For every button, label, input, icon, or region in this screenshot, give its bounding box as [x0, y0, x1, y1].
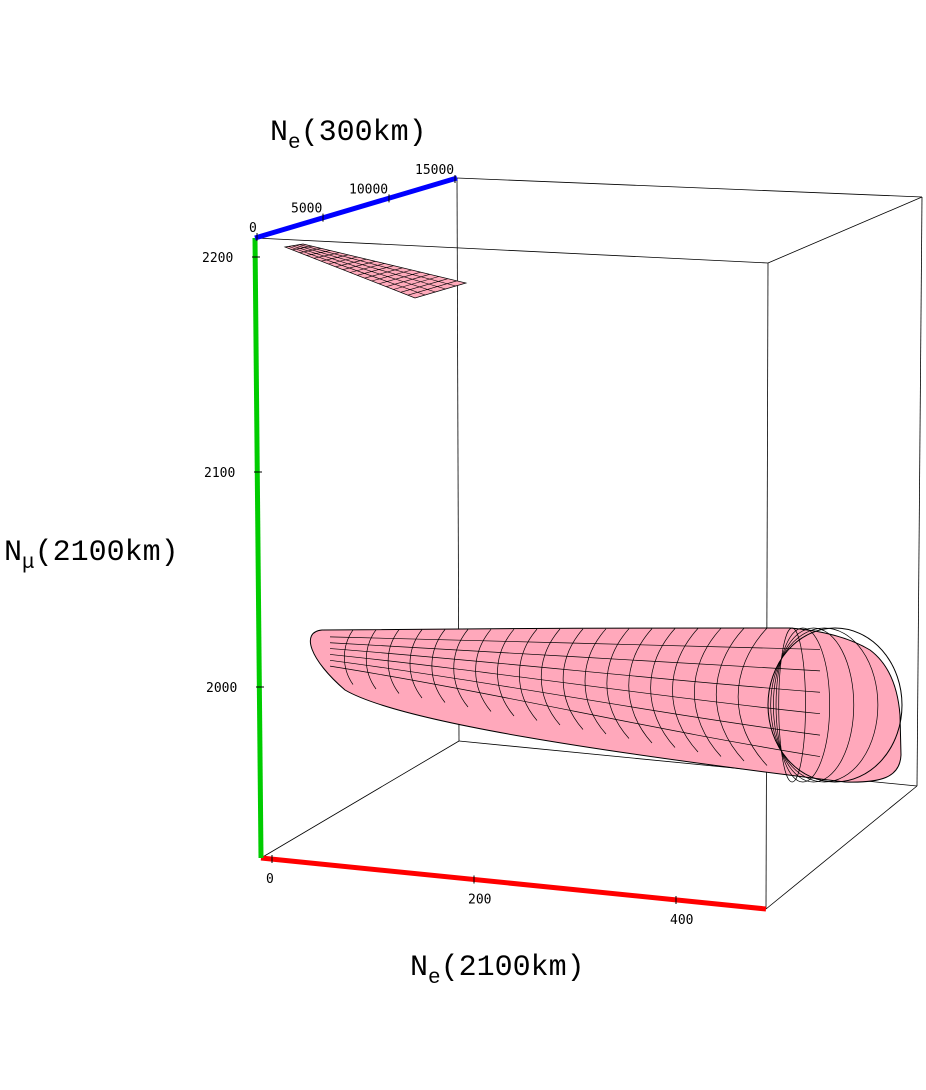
y-tick-label: 2200: [202, 251, 233, 266]
tube-end-ring: [778, 627, 806, 783]
upper-mesh-line: [313, 252, 340, 259]
upper-mesh-line: [357, 265, 394, 276]
tube-mesh-line: [329, 665, 821, 757]
x-tick-label: 200: [468, 893, 491, 908]
upper-mesh-line: [295, 244, 446, 290]
bounding-box: [254, 177, 923, 910]
tube-mesh-ring: [628, 628, 653, 744]
tube-mesh-line: [329, 642, 821, 672]
tube-end-ring: [773, 627, 855, 783]
z-tick-label: 5000: [291, 202, 322, 217]
tube-mesh-ring: [737, 627, 768, 766]
tube-mesh-ring: [584, 628, 607, 735]
upper-mesh-line: [292, 245, 436, 293]
tube-mesh-line: [329, 636, 821, 650]
upper-mesh-line: [407, 280, 458, 296]
upper-mesh-line: [386, 274, 430, 287]
tube-end-ring: [775, 627, 830, 783]
z-axis-title: Ne(300km): [270, 116, 427, 155]
x-axis-line: [260, 855, 767, 912]
upper-mesh-line: [335, 258, 367, 268]
tube-mesh-ring: [475, 629, 492, 712]
tube-end-ring: [770, 627, 879, 783]
tube-mesh-ring: [344, 629, 354, 685]
tube-mesh-line: [329, 654, 821, 715]
tube-mesh-ring: [562, 628, 584, 730]
y-tick-label: 2100: [204, 466, 235, 481]
upper-mesh-line: [371, 269, 412, 282]
y-tick-label: 2000: [206, 681, 237, 696]
tube-mesh-ring: [453, 629, 469, 708]
y-axis-ticks: 2000 2100 2200: [202, 251, 264, 696]
upper-mesh-line: [328, 256, 358, 265]
tube-mesh-ring: [541, 628, 561, 726]
upper-mesh-line: [364, 267, 403, 279]
x-tick-label: 0: [266, 872, 274, 887]
tube-mesh-line: [329, 659, 821, 736]
y-axis-title: Nμ(2100km): [4, 536, 179, 575]
x-axis-ticks: 0 200 400: [266, 855, 693, 928]
z-axis-ticks: 0 5000 10000 15000: [249, 163, 456, 241]
upper-mesh-line: [400, 278, 448, 293]
x-axis-title: Ne(2100km): [410, 951, 585, 990]
upper-mesh-line: [349, 263, 385, 273]
upper-surface: [283, 243, 468, 299]
upper-mesh-line: [299, 244, 456, 287]
upper-mesh-line: [299, 248, 322, 253]
tube-mesh-ring: [650, 628, 676, 748]
tube-mesh-ring: [497, 628, 515, 717]
upper-mesh-line: [288, 246, 426, 296]
tube-mesh-ring: [387, 629, 400, 694]
tube-mesh-ring: [694, 628, 722, 757]
z-axis-line: [254, 175, 458, 241]
tube-mesh-line: [329, 648, 821, 693]
z-tick-label: 0: [249, 221, 257, 236]
upper-mesh-line: [393, 276, 439, 290]
upper-mesh-line: [378, 271, 421, 285]
tube-mesh-ring: [716, 627, 745, 762]
tube-surface: [310, 627, 903, 783]
upper-mesh-line: [342, 261, 376, 270]
upper-mesh-line: [321, 254, 349, 262]
z-tick-label: 10000: [349, 182, 388, 197]
upper-mesh-line: [306, 250, 331, 256]
tube-mesh-ring: [606, 628, 630, 739]
z-tick-label: 15000: [415, 163, 454, 178]
tube-mesh-ring: [519, 628, 538, 721]
y-axis-line: [252, 237, 264, 859]
tube-mesh-ring: [366, 629, 377, 690]
tube-mesh-ring: [672, 628, 699, 753]
x-tick-label: 400: [670, 913, 693, 928]
